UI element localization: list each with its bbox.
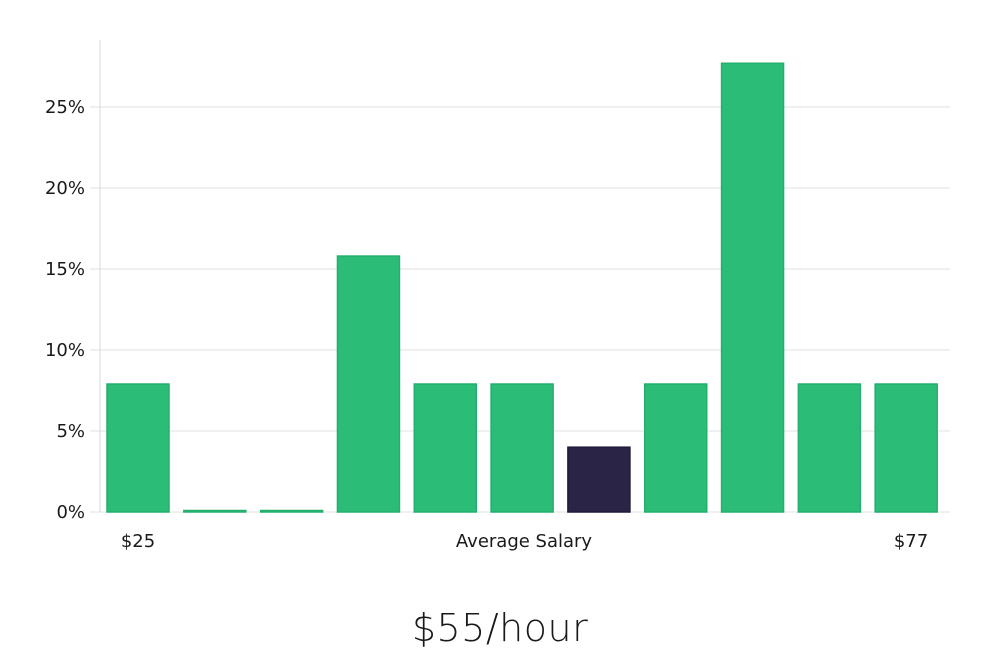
y-tick-label: 15% (45, 259, 85, 280)
bar (490, 383, 554, 513)
x-end-label: $77 (894, 531, 928, 552)
salary-distribution-chart: 0% 5% 10% 15% 20% 25% $25 Average Salary $77 (45, 40, 950, 552)
y-axis-ticks: 0% 5% 10% 15% 20% 25% (45, 97, 85, 523)
y-tick-label: 5% (56, 421, 85, 442)
bar (797, 383, 862, 513)
bar (874, 383, 938, 513)
x-start-label: $25 (121, 531, 155, 552)
y-tick-label: 10% (45, 340, 85, 361)
bar (183, 509, 247, 513)
bar (643, 383, 708, 513)
bar (720, 62, 785, 513)
y-tick-label: 25% (45, 97, 85, 118)
average-salary-value: $55/hour (411, 606, 589, 650)
bars (106, 62, 938, 513)
x-center-label: Average Salary (456, 531, 593, 552)
bar (413, 383, 478, 513)
y-tick-label: 20% (45, 178, 85, 199)
bar-highlighted (567, 446, 631, 513)
y-tick-label: 0% (56, 502, 85, 523)
bar (106, 383, 170, 513)
bar (336, 255, 401, 513)
bar (259, 509, 324, 513)
